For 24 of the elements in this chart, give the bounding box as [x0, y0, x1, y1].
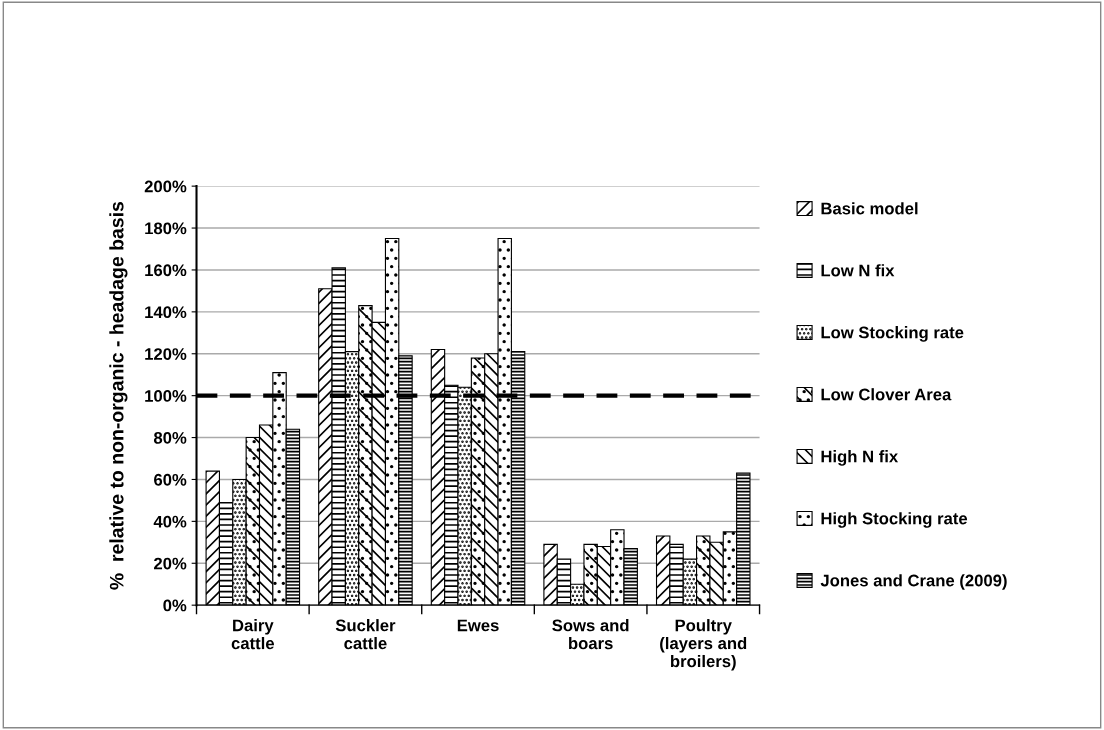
y-tick-label: 180%	[145, 222, 187, 235]
y-axis-title: % relative to non-organic - headage basis	[109, 201, 128, 590]
legend-label: High N fix	[821, 450, 899, 466]
legend-label: High Stocking rate	[821, 512, 968, 528]
legend-label: Low N fix	[821, 264, 895, 277]
y-tick-label: 0%	[163, 599, 187, 612]
y-tick-label: 80%	[153, 431, 187, 444]
y-tick-label: 140%	[145, 306, 187, 319]
y-tick-label: 60%	[154, 473, 187, 486]
x-tick-label: Sows and boars	[552, 619, 629, 650]
y-tick-label: 120%	[145, 348, 187, 360]
y-tick-label: 20%	[154, 557, 187, 570]
y-tick-label: 100%	[145, 390, 187, 402]
legend-label: Basic model	[821, 202, 918, 215]
legend-label: Jones and Crane (2009)	[820, 574, 1007, 590]
legend-label: Low Clover Area	[821, 388, 952, 401]
y-tick-label: 160%	[145, 264, 187, 277]
y-tick-label: 200%	[144, 180, 187, 193]
legend-label: Low Stocking rate	[821, 326, 964, 342]
x-tick-label: Poultry (layers and broilers)	[660, 619, 747, 671]
x-tick-label: Dairy cattle	[231, 619, 275, 650]
x-tick-label: Ewes	[457, 619, 499, 632]
y-tick-label: 40%	[153, 515, 187, 528]
x-tick-label: Suckler cattle	[335, 619, 396, 650]
